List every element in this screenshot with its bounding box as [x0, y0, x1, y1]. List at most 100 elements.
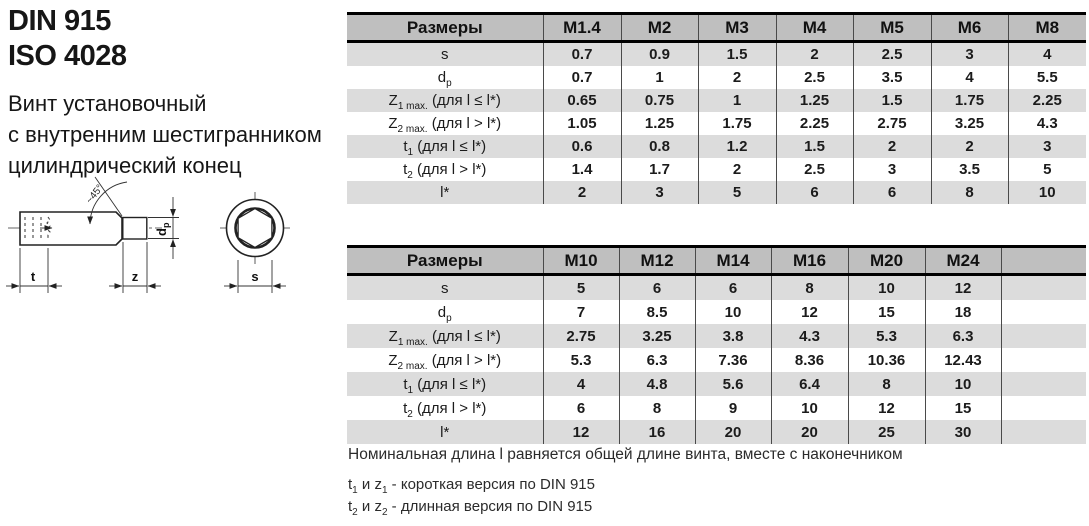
table-row: s 5 6 6 8 10 12 — [347, 274, 1086, 300]
dimension-value-cell: 0.6 — [542, 135, 621, 158]
empty-cell — [1000, 372, 1086, 396]
dimension-value-cell: 8 — [847, 372, 925, 396]
table-row: Z2 max. (для l > l*) 1.05 1.25 1.75 2.25 2.75… — [347, 112, 1086, 135]
dimension-value-cell: 0.7 — [542, 66, 621, 89]
dimension-value-cell: 5.3 — [847, 324, 925, 348]
description-line-2: с внутренним шестигранником — [8, 122, 322, 147]
dimension-value-cell: 4 — [542, 372, 619, 396]
size-column-header: Размеры — [347, 13, 543, 42]
hex-socket — [237, 207, 273, 249]
dimension-value-cell: 2.5 — [775, 66, 853, 89]
empty-cell — [1000, 324, 1086, 348]
dimension-value-cell: 3 — [620, 181, 698, 204]
dimension-t: t — [6, 248, 62, 293]
dimension-value-cell: 4.3 — [1007, 112, 1086, 135]
dimension-value-cell: 5.3 — [542, 348, 619, 372]
empty-cell — [1000, 420, 1086, 444]
dimension-value-cell: 15 — [847, 300, 925, 324]
nominal-length-note: Номинальная длина l равняется общей длин… — [348, 446, 903, 463]
row-label: t2 (для l > l*) — [403, 399, 487, 420]
dimension-t-label: t — [31, 269, 36, 284]
dimension-value-cell: 2 — [775, 41, 853, 66]
dimension-value-cell: 6.3 — [618, 348, 695, 372]
screw-side-view — [19, 211, 148, 246]
dimension-value-cell: 10 — [847, 274, 925, 300]
dimension-value-cell: 6.4 — [770, 372, 848, 396]
row-label: s — [347, 41, 543, 66]
thread-size-header: M5 — [852, 13, 931, 42]
dimension-value-cell: 2.75 — [852, 112, 931, 135]
footnote-long-version: t2 и z2 - длинная версия по DIN 915 — [348, 498, 593, 518]
thread-size-header: M8 — [1007, 13, 1086, 42]
dimension-value-cell: 7 — [542, 300, 619, 324]
dimension-value-cell: 5 — [542, 274, 619, 300]
dimension-value-cell: 2.25 — [1007, 89, 1086, 112]
row-label: dp — [437, 303, 452, 324]
dimension-value-cell: 8 — [930, 181, 1008, 204]
dimensions-table-small-sizes: Размеры M1.4 M2 M3 M4 M5 M6 M8 s 0.7 0.9 1.5 2 2.5 3 4 d… — [347, 12, 1086, 204]
dimension-value-cell: 3.25 — [618, 324, 695, 348]
dimension-z: z — [109, 242, 161, 293]
table-row: Z1 max. (для l ≤ l*) 0.65 0.75 1 1.25 1.5 1.75… — [347, 89, 1086, 112]
footnote-short-version: t1 и z1 - короткая версия по DIN 915 — [348, 476, 595, 496]
row-label: Z1 max. (для l ≤ l*) — [347, 89, 543, 112]
dimension-value-cell: 12.43 — [924, 348, 1001, 372]
dimension-value-cell: 16 — [618, 420, 695, 444]
dimension-dp-label: dp — [154, 222, 171, 236]
dimension-value-cell: 12 — [542, 420, 619, 444]
dimension-value-cell: 8 — [618, 396, 695, 420]
row-label: t2 (для l > l*) — [403, 161, 487, 181]
thread-size-header: M2 — [620, 13, 698, 42]
table-row: Z1 max. (для l ≤ l*) 2.75 3.25 3.8 4.3 5.3 6.3 — [347, 324, 1086, 348]
table-row: s 0.7 0.9 1.5 2 2.5 3 4 — [347, 41, 1086, 66]
dimension-value-cell: 3 — [852, 158, 931, 181]
size-column-header: Размеры — [347, 246, 543, 275]
description-line-1: Винт установочный — [8, 91, 207, 116]
standard-din: DIN 915 — [8, 5, 111, 37]
standards-heading: DIN 915 ISO 4028 — [8, 4, 127, 74]
dimension-value-cell: 3.5 — [930, 158, 1008, 181]
dimension-value-cell: 6.3 — [924, 324, 1001, 348]
thread-size-header: M14 — [694, 246, 771, 275]
dimension-value-cell: 2 — [697, 66, 776, 89]
table-row: Z2 max. (для l > l*) 5.3 6.3 7.36 8.36 10.36 1… — [347, 348, 1086, 372]
dimension-value-cell: 1.05 — [542, 112, 621, 135]
dimension-value-cell: 0.75 — [620, 89, 698, 112]
dimension-value-cell: 5 — [697, 181, 776, 204]
row-label: Z2 max. (для l > l*) — [388, 351, 502, 372]
dimension-value-cell: 12 — [847, 396, 925, 420]
dimension-value-cell: 1.4 — [542, 158, 621, 181]
dimension-value-cell: 12 — [924, 274, 1001, 300]
dimension-value-cell: 2.5 — [852, 41, 931, 66]
dimension-value-cell: 20 — [694, 420, 771, 444]
table-row: dp 0.7 1 2 2.5 3.5 4 5.5 — [347, 66, 1086, 89]
dimension-value-cell: 6 — [542, 396, 619, 420]
dimension-value-cell: 0.8 — [620, 135, 698, 158]
dimension-value-cell: 6 — [852, 181, 931, 204]
dimension-value-cell: 2.75 — [542, 324, 619, 348]
empty-cell — [1000, 348, 1086, 372]
thread-size-header: M16 — [770, 246, 848, 275]
table-row: t2 (для l > l*) 1.4 1.7 2 2.5 3 3.5 5 — [347, 158, 1086, 181]
standard-iso: ISO 4028 — [8, 40, 127, 72]
dimension-value-cell: 4.3 — [770, 324, 848, 348]
dimension-value-cell: 7.36 — [694, 348, 771, 372]
dimension-value-cell: 6 — [618, 274, 695, 300]
dimension-value-cell: 10 — [924, 372, 1001, 396]
row-label: l* — [347, 181, 543, 204]
row-label: t1 (для l ≤ l*) — [347, 135, 543, 158]
table-row: l* 2 3 5 6 6 8 10 — [347, 181, 1086, 204]
thread-size-header: M6 — [930, 13, 1008, 42]
dimension-value-cell: 10 — [770, 396, 848, 420]
dimension-value-cell: 1.5 — [852, 89, 931, 112]
dimension-value-cell: 1.25 — [620, 112, 698, 135]
thread-size-header: M24 — [924, 246, 1001, 275]
dimension-value-cell: 3.8 — [694, 324, 771, 348]
dimension-z-label: z — [132, 269, 139, 284]
empty-cell — [1000, 396, 1086, 420]
dimension-value-cell: 0.9 — [620, 41, 698, 66]
dimension-value-cell: 1.75 — [697, 112, 776, 135]
thread-size-header: M12 — [618, 246, 695, 275]
dimension-value-cell: 12 — [770, 300, 848, 324]
